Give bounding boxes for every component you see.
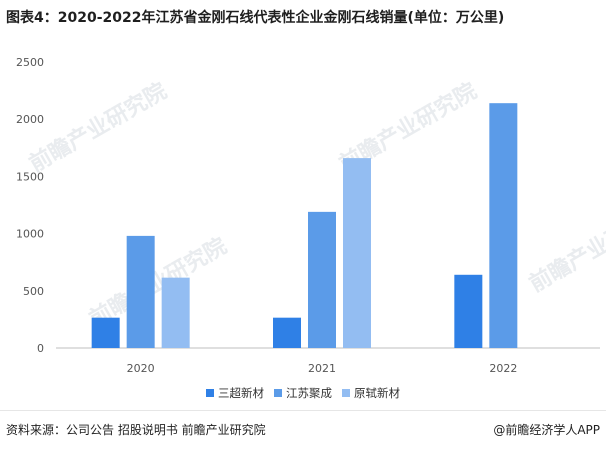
y-tick-label: 2000: [16, 113, 44, 126]
bar-2022-三超新材: [454, 274, 483, 348]
x-tick-label: 2022: [489, 362, 517, 375]
bar-chart: 0 500 1000 1500 2000 2500 2020 2021 2022: [16, 56, 600, 375]
y-tick-label: 2500: [16, 56, 44, 69]
y-tick-label: 0: [37, 342, 44, 355]
legend-swatch: [274, 389, 282, 397]
footer: 资料来源：公司公告 招股说明书 前瞻产业研究院 @前瞻经济学人APP: [0, 410, 606, 450]
legend-label: 原轼新材: [354, 386, 400, 400]
legend-swatch: [206, 389, 214, 397]
brand-credit: @前瞻经济学人APP: [493, 423, 600, 437]
bar-2022-江苏聚成: [489, 103, 518, 349]
legend-item: 三超新材: [206, 385, 264, 401]
source-note: 资料来源：公司公告 招股说明书 前瞻产业研究院: [6, 423, 266, 437]
x-tick-label: 2020: [127, 362, 155, 375]
y-tick-label: 1000: [16, 228, 44, 241]
y-tick-label: 500: [23, 285, 44, 298]
legend-item: 原轼新材: [342, 385, 400, 401]
chart-title: 图表4：2020-2022年江苏省金刚石线代表性企业金刚石线销量(单位：万公里): [6, 10, 505, 26]
bar-2021-江苏聚成: [308, 211, 336, 348]
legend-swatch: [342, 389, 350, 397]
legend-item: 江苏聚成: [274, 385, 332, 401]
chart-legend: 三超新材 江苏聚成 原轼新材: [0, 385, 606, 401]
bar-2020-江苏聚成: [126, 235, 155, 348]
bar-2020-三超新材: [91, 317, 120, 348]
x-tick-label: 2021: [308, 362, 336, 375]
bar-2021-三超新材: [273, 317, 301, 348]
legend-label: 三超新材: [218, 386, 264, 400]
bar-2020-原轼新材: [161, 277, 190, 348]
legend-label: 江苏聚成: [286, 386, 332, 400]
bar-2021-原轼新材: [343, 158, 371, 348]
y-tick-label: 1500: [16, 170, 44, 183]
